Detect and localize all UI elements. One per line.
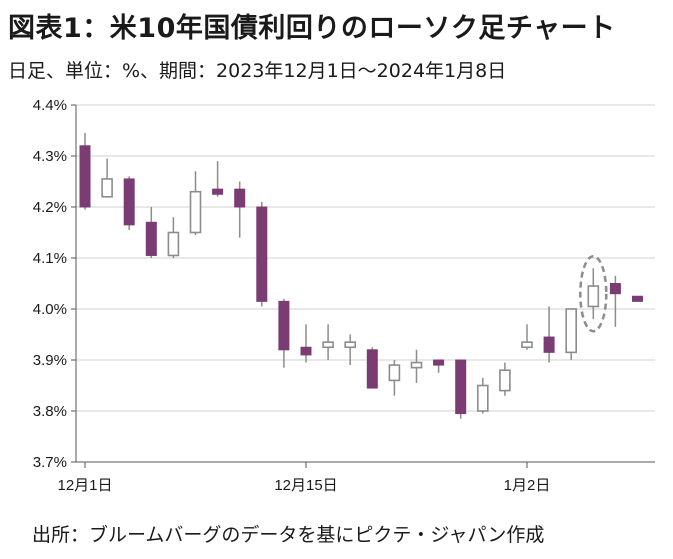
grid-lines [76, 104, 655, 463]
candle [632, 295, 643, 302]
y-tick-label: 4.2% [33, 199, 67, 216]
candle [300, 324, 312, 363]
x-tick-label: 1月2日 [504, 477, 551, 494]
candle-body-up [344, 341, 357, 349]
candle [521, 324, 533, 350]
candle [410, 349, 423, 383]
source-note: 出所：ブルームバーグのデータを基にピクテ・ジャパン作成 [32, 524, 545, 546]
candle [543, 306, 555, 363]
y-tick-label: 4.0% [33, 301, 67, 318]
y-tick-label: 3.8% [33, 403, 67, 420]
candle-body-down [234, 188, 246, 208]
candle-body-down [433, 359, 445, 366]
candle [609, 275, 621, 327]
x-tick-label: 12月1日 [57, 477, 112, 494]
y-tick-label: 4.1% [33, 250, 67, 267]
candle-body-up [101, 178, 113, 198]
candle-body-down [609, 283, 621, 295]
candle [344, 334, 357, 366]
candle-body-down [123, 178, 135, 226]
candle [587, 268, 600, 320]
candle [388, 360, 401, 396]
candle-body-down [300, 346, 312, 356]
candle-body-up [167, 231, 180, 257]
candle-body-up [587, 285, 600, 308]
candle-body-down [79, 145, 91, 208]
candle-body-down [145, 221, 157, 256]
candle-body-up [388, 364, 401, 382]
candle-body-down [632, 295, 643, 302]
candle [256, 201, 268, 307]
x-tick-label: 12月15日 [274, 477, 337, 494]
candle [565, 308, 578, 360]
candle-body-up [521, 341, 533, 349]
y-tick-label: 4.3% [33, 148, 67, 165]
candle [101, 158, 113, 198]
candle-body-up [322, 341, 334, 349]
y-axis: 3.7% 3.8% 3.9% 4.0% 4.1% 4.2% 4.3% 4.4% [33, 97, 77, 471]
candle [234, 181, 246, 238]
x-axis: 12月1日 12月15日 1月2日 [57, 461, 655, 494]
candle [189, 171, 202, 236]
y-tick-label: 4.4% [33, 97, 67, 114]
candle [455, 359, 467, 419]
candle-body-up [410, 361, 423, 369]
candles [79, 133, 643, 419]
candle [278, 298, 290, 368]
candle [123, 176, 135, 230]
chart-subtitle: 日足、単位：%、期間：2023年12月1日～2024年1月8日 [8, 60, 507, 82]
y-tick-label: 3.9% [33, 352, 67, 369]
overlay [579, 254, 608, 333]
candle-body-up [565, 308, 578, 354]
candle-body-up [189, 190, 202, 234]
candle [145, 207, 157, 258]
candle-body-down [278, 300, 290, 351]
candle-body-up [499, 369, 511, 392]
candle-body-down [366, 349, 378, 389]
candle [499, 362, 511, 396]
candle [366, 347, 378, 389]
candle-body-down [455, 359, 467, 415]
candle-body-up [476, 384, 489, 412]
candle [79, 133, 91, 210]
candle [476, 377, 489, 414]
chart-title: 図表1：米10年国債利回りのローソク足チャート [8, 13, 616, 44]
candle-body-down [212, 188, 224, 195]
y-tick-label: 3.7% [33, 454, 67, 471]
candle [322, 324, 334, 360]
candle [433, 359, 445, 373]
candle [212, 161, 224, 197]
candle-body-down [256, 206, 268, 302]
candle [167, 217, 180, 258]
highlight-ellipse [579, 254, 608, 333]
candle-body-down [543, 336, 555, 353]
